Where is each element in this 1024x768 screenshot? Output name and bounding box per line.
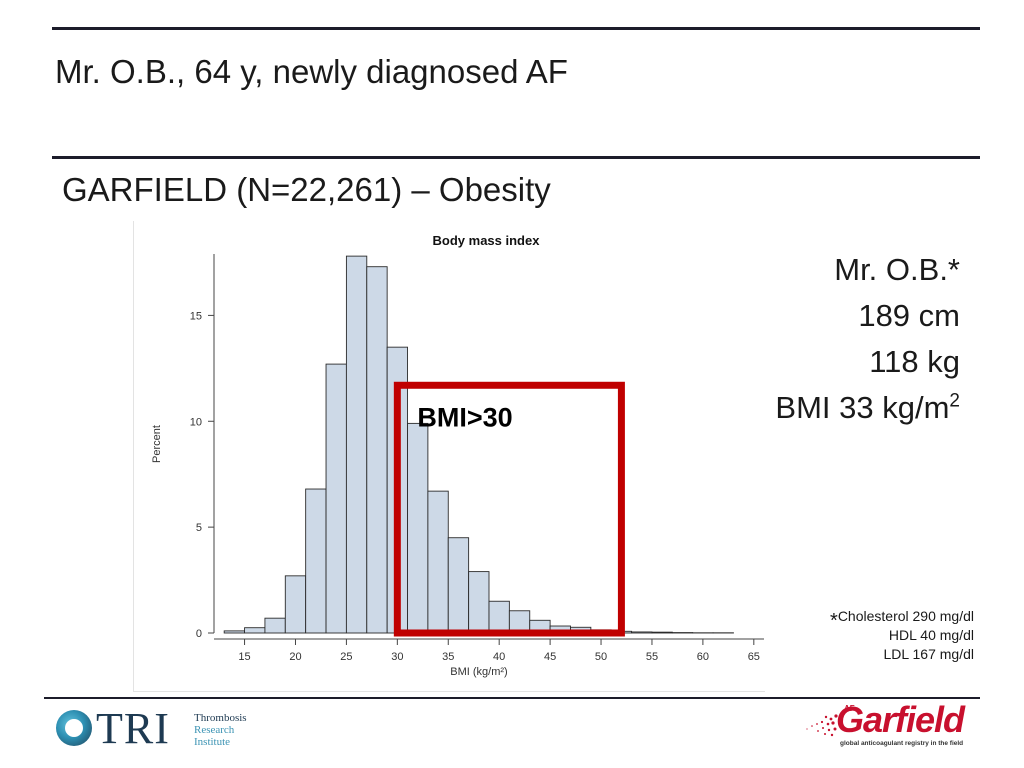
tri-logo: TRI Thrombosis Research Institute (56, 706, 266, 752)
garfield-af-label: AF (844, 704, 855, 713)
histogram-bar (631, 631, 653, 634)
x-tick-label: 35 (442, 651, 454, 663)
x-tick-label: 40 (493, 651, 505, 663)
patient-name: Mr. O.B.* (834, 252, 960, 287)
slide-title: Mr. O.B., 64 y, newly diagnosed AF (55, 53, 568, 90)
bmi-over-30-highlight-box (393, 381, 625, 637)
x-tick-label: 30 (391, 651, 403, 663)
bmi-histogram: Body mass index 0 5 10 15 15 20 25 30 35 40 45 50 55 6… (151, 233, 764, 678)
histogram-bar (284, 575, 307, 634)
tri-subtitle-line1: Thrombosis (194, 712, 247, 724)
patient-weight: 118 kg (869, 344, 960, 379)
y-axis-label: Percent (151, 425, 163, 463)
histogram-bar (345, 255, 368, 634)
histogram-bar (488, 600, 510, 634)
x-tick-label: 60 (697, 651, 709, 663)
bmi-histogram-panel: Body mass index 0 5 10 15 15 20 25 30 35 40 45 50 55 6… (133, 221, 765, 692)
tri-ring-icon (56, 710, 92, 746)
tri-subtitle-line2: Research (194, 724, 235, 736)
top-rule (52, 27, 980, 30)
patient-bmi: BMI 33 kg/m2 (775, 385, 960, 431)
patient-height: 189 cm (858, 298, 960, 333)
chart-title: Body mass index (433, 233, 541, 248)
lipid-footnote: *Cholesterol 290 mg/dl HDL 40 mg/dl LDL … (830, 606, 974, 664)
x-tick-label: 15 (238, 651, 250, 663)
tri-logo-subtitle: Thrombosis Research Institute (194, 712, 247, 748)
histogram-bar (325, 363, 347, 634)
footnote-ldl: LDL 167 mg/dl (883, 646, 974, 662)
y-tick-label: 15 (190, 310, 202, 322)
histogram-bar (305, 488, 327, 634)
y-tick-label: 0 (196, 628, 202, 640)
garfield-dots-icon (806, 714, 838, 737)
histogram-bar (651, 631, 673, 634)
histogram-bar (468, 571, 490, 634)
bottom-rule (44, 697, 980, 699)
footnote-star: * (830, 610, 838, 632)
garfield-wordmark: Garfield (836, 699, 965, 740)
x-tick-label: 25 (340, 651, 352, 663)
histogram-bar (223, 630, 246, 634)
footnote-hdl: HDL 40 mg/dl (888, 627, 974, 643)
slide-subtitle: GARFIELD (N=22,261) – Obesity (62, 171, 551, 208)
histogram-bar (427, 490, 449, 634)
y-tick-label: 10 (190, 416, 202, 428)
x-tick-label: 55 (646, 651, 658, 663)
x-tick-label: 45 (544, 651, 556, 663)
garfield-logo: AF Garfield global anticoagulant registr… (800, 699, 980, 752)
histogram-bar (407, 422, 429, 634)
patient-bmi-superscript: 2 (949, 390, 960, 412)
histogram-bar (244, 627, 266, 634)
y-tick-label: 5 (196, 522, 202, 534)
patient-info: Mr. O.B.* 189 cm 118 kg BMI 33 kg/m2 (775, 247, 960, 431)
garfield-tagline: global anticoagulant registry in the fie… (840, 740, 964, 747)
histogram-bar (366, 266, 388, 634)
x-axis-label: BMI (kg/m²) (450, 666, 507, 678)
x-tick-label: 20 (289, 651, 301, 663)
patient-bmi-text: BMI 33 kg/m (775, 390, 950, 425)
middle-rule (52, 156, 980, 159)
histogram-bar (264, 617, 286, 634)
x-tick-label: 50 (595, 651, 607, 663)
footnote-cholesterol: Cholesterol 290 mg/dl (837, 608, 974, 624)
tri-logo-text: TRI (96, 704, 170, 753)
histogram-bar (447, 537, 470, 634)
x-tick-label: 65 (748, 651, 760, 663)
highlight-label: BMI>30 (417, 402, 512, 432)
tri-subtitle-line3: Institute (194, 736, 231, 748)
